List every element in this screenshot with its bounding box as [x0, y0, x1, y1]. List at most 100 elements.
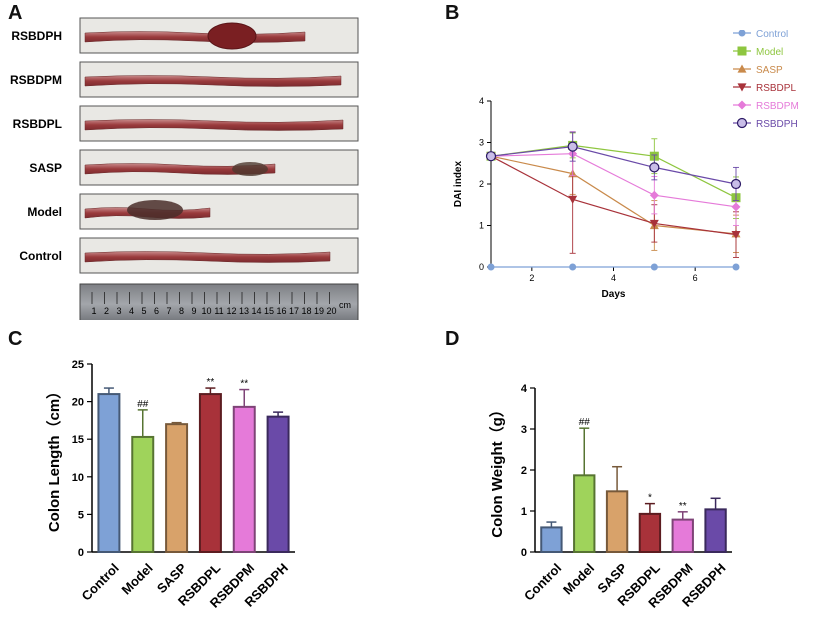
ruler-number: 4 [129, 306, 134, 316]
photo-row-label: SASP [29, 161, 62, 175]
ruler-number: 8 [179, 306, 184, 316]
ruler-unit: cm [339, 300, 351, 310]
significance-mark: ## [137, 399, 149, 410]
ruler-number: 7 [166, 306, 171, 316]
data-point [736, 117, 748, 129]
dai-line-chart: 0 1 2 3 4 2 4 6 Days DAI index Control Model SASP RS… [453, 30, 799, 300]
bar-rsbdpl [198, 393, 222, 553]
x-tick-label: 6 [693, 273, 698, 283]
data-point [737, 83, 747, 92]
legend-label: SASP [756, 65, 783, 76]
ruler-number: 12 [226, 306, 236, 316]
photo-row: RSBDPH [11, 17, 359, 54]
colon-specimen [84, 119, 344, 131]
y-tick-label: 2 [479, 179, 484, 189]
data-point [487, 263, 495, 271]
legend-item-model: Model [733, 46, 783, 58]
significance-mark: ** [207, 377, 215, 388]
ruler-number: 19 [314, 306, 324, 316]
legend-item-rsbdph: RSBDPH [733, 117, 798, 130]
ruler-number: 18 [301, 306, 311, 316]
bar-model [573, 474, 596, 553]
photo-row-label: Model [27, 205, 62, 219]
y-tick-label: 4 [479, 96, 484, 106]
ruler-number: 5 [141, 306, 146, 316]
y-tick-label: 15 [72, 434, 84, 446]
y-axis-label: Colon Weight（g） [488, 402, 506, 538]
colon-length-bar-chart: 0 5 10 15 20 25 Colon Length（cm） Control ## Model… [45, 359, 295, 611]
colon-specimen [84, 163, 276, 175]
bar-rsbdph [704, 508, 727, 553]
y-axis-label: Colon Length（cm） [45, 384, 63, 532]
data-point [569, 263, 577, 271]
data-point [649, 219, 659, 228]
data-point [649, 190, 659, 200]
y-tick-label: 3 [521, 424, 527, 436]
bar-sasp [605, 490, 629, 554]
ruler-number: 20 [326, 306, 336, 316]
legend-item-rsbdpl: RSBDPL [733, 83, 796, 94]
legend-label: RSBDPH [756, 119, 798, 130]
x-tick-label: Model [118, 560, 155, 597]
ruler-number: 6 [154, 306, 159, 316]
colon-lesion [207, 22, 257, 50]
y-tick-label: 4 [521, 383, 528, 395]
panel-label-c: C [8, 328, 23, 350]
y-axis-label: DAI index [453, 161, 464, 208]
data-point [649, 162, 660, 173]
ruler-number: 17 [289, 306, 299, 316]
data-point [731, 231, 741, 240]
y-tick-label: 10 [72, 472, 84, 484]
x-axis-label: Days [602, 289, 626, 300]
ruler-number: 16 [276, 306, 286, 316]
series-line [490, 155, 737, 235]
legend-item-rsbdpm: RSBDPM [733, 100, 799, 112]
legend-label: Control [756, 30, 788, 40]
series-rsbdph [485, 131, 742, 202]
y-tick-label: 1 [521, 506, 527, 518]
legend-item-control: Control [733, 30, 788, 40]
ruler-number: 13 [239, 306, 249, 316]
ruler-body [79, 283, 359, 320]
photo-row: RSBDPM [10, 61, 359, 98]
y-tick-label: 0 [479, 262, 484, 272]
photo-row-label: RSBDPL [13, 117, 62, 131]
ruler-number: 3 [116, 306, 121, 316]
photo-row: RSBDPL [13, 105, 359, 142]
bar-control [97, 393, 121, 553]
x-tick-label: Control [79, 560, 122, 603]
legend-item-sasp: SASP [733, 64, 783, 76]
significance-mark: ** [679, 501, 687, 512]
panel-label-a: A [8, 2, 23, 24]
legend-label: RSBDPM [756, 101, 799, 112]
y-tick-label: 5 [78, 509, 84, 521]
bar-rsbdpl [638, 512, 662, 553]
data-point [650, 263, 658, 271]
colon-specimen [84, 251, 331, 263]
y-tick-label: 20 [72, 397, 84, 409]
data-point [568, 195, 578, 204]
data-point [485, 151, 497, 162]
colon-lesion [127, 200, 183, 220]
significance-mark: ** [240, 379, 248, 390]
ruler-number: 10 [201, 306, 211, 316]
y-tick-label: 3 [479, 138, 484, 148]
ruler-number: 15 [264, 306, 274, 316]
x-tick-label: 2 [529, 273, 534, 283]
y-tick-label: 25 [72, 359, 84, 371]
bar-control [540, 526, 563, 553]
legend-label: RSBDPL [756, 83, 796, 94]
data-point [737, 64, 747, 73]
bar-rsbdph [266, 415, 290, 553]
data-point [737, 100, 747, 110]
series-rsbdpl [486, 144, 741, 258]
ruler-number: 14 [251, 306, 261, 316]
photo-row: Model [27, 193, 359, 230]
photo-row-label: Control [19, 249, 62, 263]
photo-row: Control [19, 237, 359, 274]
series-line [490, 146, 737, 185]
panel-label-b: B [445, 2, 460, 24]
data-point [732, 263, 740, 271]
